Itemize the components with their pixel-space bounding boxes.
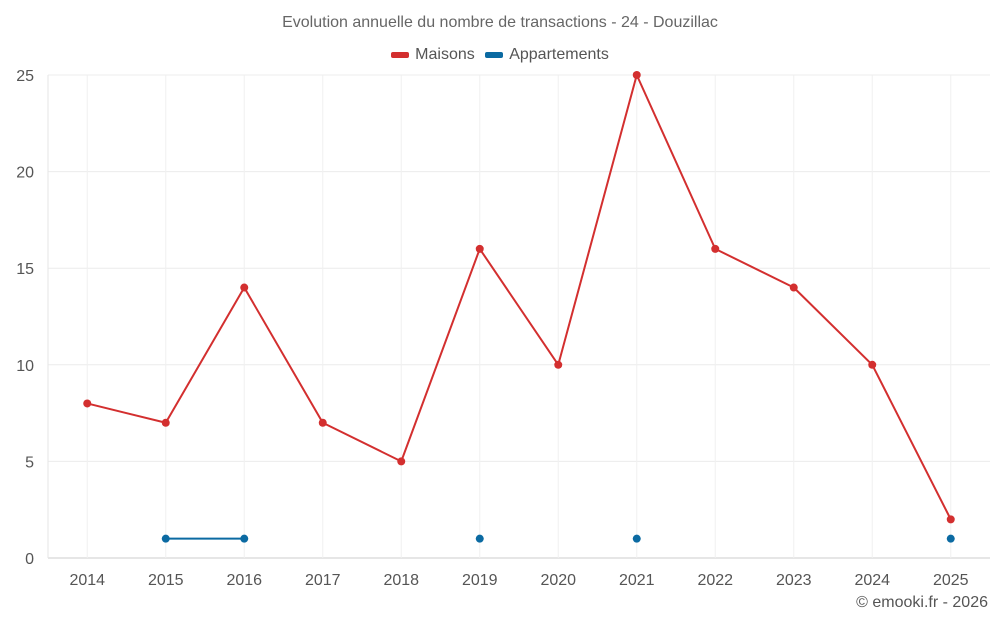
x-tick-label-2014: 2014 (69, 572, 105, 589)
data-point-maisons-2025 (946, 515, 955, 524)
legend-label-maisons: Maisons (415, 46, 475, 63)
data-point-appartements-2025 (946, 534, 955, 543)
data-point-maisons-2019 (475, 244, 484, 253)
y-tick-label-10: 10 (16, 358, 34, 375)
legend-swatch-maisons (391, 52, 410, 58)
series-line-maisons-2018-2019 (400, 247, 481, 463)
legend-label-appartements: Appartements (509, 46, 609, 63)
x-tick-label-2020: 2020 (540, 572, 576, 589)
y-tick-label-15: 15 (16, 261, 34, 278)
data-point-appartements-2015 (161, 534, 170, 543)
data-point-maisons-2024 (868, 360, 877, 369)
series-line-maisons-2024-2025 (871, 363, 952, 521)
series-line-maisons-2023-2024 (792, 286, 874, 366)
data-point-maisons-2022 (711, 244, 720, 253)
legend-item-appartements[interactable]: Appartements (485, 46, 609, 64)
x-tick-label-2025: 2025 (933, 572, 969, 589)
legend-item-maisons[interactable]: Maisons (391, 46, 475, 64)
series-line-maisons-2022-2023 (714, 247, 795, 289)
data-point-appartements-2019 (475, 534, 484, 543)
legend-swatch-appartements (485, 52, 504, 58)
series-line-maisons-2020-2021 (557, 74, 638, 366)
x-tick-label-2024: 2024 (854, 572, 890, 589)
data-point-maisons-2020 (554, 360, 563, 369)
series-line-maisons-2019-2020 (478, 247, 560, 366)
series-line-maisons-2016-2017 (243, 286, 324, 424)
x-tick-label-2023: 2023 (776, 572, 812, 589)
chart-title: Evolution annuelle du nombre de transact… (282, 14, 718, 31)
data-point-maisons-2016 (240, 283, 249, 292)
data-point-maisons-2014 (83, 399, 92, 408)
x-tick-label-2017: 2017 (305, 572, 341, 589)
chart-legend: Maisons Appartements (0, 45, 1000, 64)
series-line-maisons-2021-2022 (635, 74, 717, 250)
x-tick-label-2018: 2018 (383, 572, 419, 589)
x-tick-label-2015: 2015 (148, 572, 184, 589)
x-tick-label-2021: 2021 (619, 572, 655, 589)
y-tick-label-5: 5 (25, 454, 34, 471)
y-tick-label-20: 20 (16, 165, 34, 182)
data-point-maisons-2017 (318, 418, 327, 427)
data-point-maisons-2018 (397, 457, 406, 466)
series-line-maisons-2015-2016 (164, 286, 246, 424)
y-tick-label-25: 25 (16, 68, 34, 85)
x-tick-label-2016: 2016 (226, 572, 262, 589)
data-point-maisons-2021 (632, 71, 641, 79)
series-line-maisons-2014-2015 (86, 402, 167, 424)
data-point-appartements-2021 (632, 534, 641, 543)
data-point-maisons-2015 (161, 418, 170, 427)
series-line-maisons-2017-2018 (321, 421, 403, 463)
data-point-maisons-2023 (789, 283, 798, 292)
x-tick-label-2022: 2022 (697, 572, 733, 589)
credit-text: © emooki.fr - 2026 (856, 594, 988, 611)
y-tick-label-0: 0 (25, 551, 34, 568)
data-point-appartements-2016 (240, 534, 249, 543)
x-tick-label-2019: 2019 (462, 572, 498, 589)
